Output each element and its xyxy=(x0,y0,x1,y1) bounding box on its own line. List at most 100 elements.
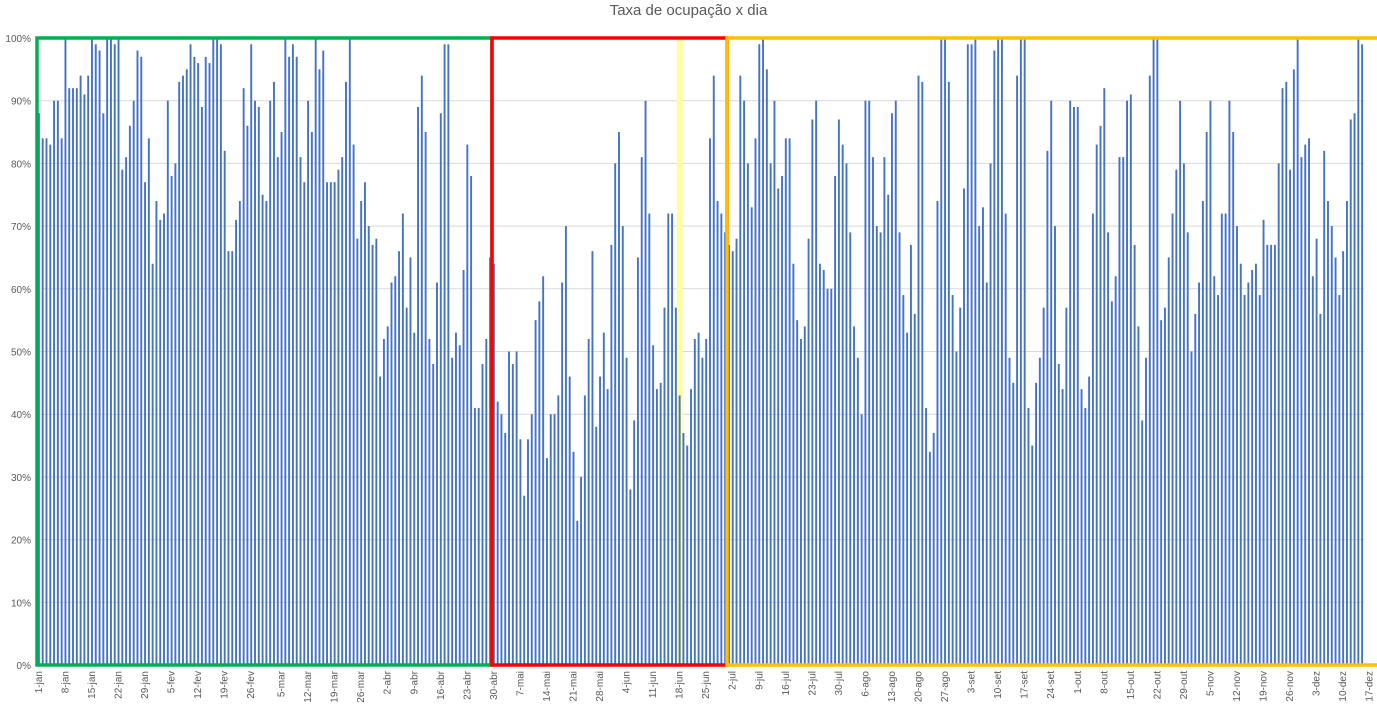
x-tick-label: 5-nov xyxy=(1205,671,1216,696)
bar xyxy=(1201,201,1204,665)
bar xyxy=(182,75,184,666)
x-tick-label: 19-mar xyxy=(330,670,341,702)
bar xyxy=(519,439,522,665)
bar xyxy=(136,50,139,666)
bar xyxy=(106,38,109,665)
bar xyxy=(583,395,586,665)
bar xyxy=(1255,263,1257,665)
bar xyxy=(337,169,340,666)
bar xyxy=(386,326,389,665)
bar xyxy=(527,439,529,665)
period-highlights xyxy=(35,36,1377,667)
bar xyxy=(144,182,147,665)
bar xyxy=(572,451,575,665)
bar xyxy=(883,157,886,665)
bar xyxy=(1046,150,1049,666)
bar xyxy=(625,357,628,665)
bar xyxy=(1205,132,1208,666)
bar xyxy=(64,38,67,665)
x-tick-label: 5-mar xyxy=(277,670,288,697)
bar xyxy=(936,201,939,665)
bar xyxy=(807,238,810,665)
bar xyxy=(777,188,780,666)
bar xyxy=(83,94,86,666)
y-tick-label: 30% xyxy=(11,473,31,484)
bar xyxy=(413,332,416,665)
bar xyxy=(1319,313,1322,665)
bar xyxy=(216,38,219,665)
bar xyxy=(68,88,71,665)
bar xyxy=(87,75,90,666)
bar xyxy=(280,132,283,666)
bar xyxy=(1004,213,1007,665)
bar xyxy=(79,75,82,666)
bar xyxy=(481,364,484,665)
bar xyxy=(818,263,821,665)
bar xyxy=(868,100,871,665)
bar xyxy=(951,295,954,665)
bar xyxy=(53,100,56,665)
bar xyxy=(273,81,275,665)
bar xyxy=(891,113,893,666)
bar xyxy=(1114,276,1117,665)
bar xyxy=(352,144,355,666)
bar xyxy=(746,163,749,665)
bar xyxy=(310,132,313,666)
bar xyxy=(41,138,44,665)
bar xyxy=(674,307,677,665)
bar xyxy=(455,332,457,665)
bar xyxy=(1095,144,1098,666)
bar xyxy=(1000,38,1003,665)
bar xyxy=(1156,38,1159,665)
bar xyxy=(1361,44,1364,665)
bar xyxy=(750,207,753,666)
bar xyxy=(765,69,768,666)
bar xyxy=(326,182,328,665)
bar xyxy=(834,175,837,665)
bar xyxy=(1342,251,1345,665)
bar xyxy=(784,138,787,665)
x-tick-label: 2-jul xyxy=(728,671,739,690)
bar xyxy=(125,157,128,665)
bar xyxy=(932,433,935,665)
bar xyxy=(1023,38,1026,665)
bar xyxy=(75,88,78,665)
bar xyxy=(1057,364,1060,665)
bar xyxy=(45,138,48,665)
bar xyxy=(697,332,700,665)
bar xyxy=(284,38,287,665)
bar xyxy=(1266,244,1269,665)
x-tick-label: 21-mai xyxy=(568,671,579,702)
bar xyxy=(849,232,852,665)
bar xyxy=(496,401,499,665)
bar xyxy=(1008,357,1011,665)
bar xyxy=(231,251,234,665)
bar xyxy=(508,351,510,665)
bar xyxy=(348,38,351,665)
bar xyxy=(1308,138,1310,665)
x-tick-label: 22-out xyxy=(1152,671,1163,700)
bar xyxy=(1031,445,1034,665)
bar xyxy=(1107,232,1110,665)
bar xyxy=(147,138,150,665)
bar xyxy=(113,44,116,665)
bar xyxy=(705,338,708,665)
bar xyxy=(1262,219,1265,665)
bar xyxy=(132,100,135,665)
x-tick-label: 3-set xyxy=(967,671,978,693)
bar xyxy=(712,75,715,666)
bar xyxy=(382,338,385,665)
chart-title: Taxa de ocupação x dia xyxy=(609,2,768,19)
x-tick-label: 30-abr xyxy=(489,670,500,700)
bar xyxy=(364,182,366,665)
x-tick-label: 7-mai xyxy=(515,671,526,696)
bar xyxy=(72,88,74,665)
bar xyxy=(606,389,609,665)
y-tick-label: 80% xyxy=(11,159,31,170)
bar xyxy=(1304,144,1307,666)
x-tick-label: 22-jan xyxy=(114,671,125,699)
bar xyxy=(864,100,867,665)
bar xyxy=(530,414,533,665)
bar xyxy=(1258,295,1261,665)
bar xyxy=(690,389,692,665)
